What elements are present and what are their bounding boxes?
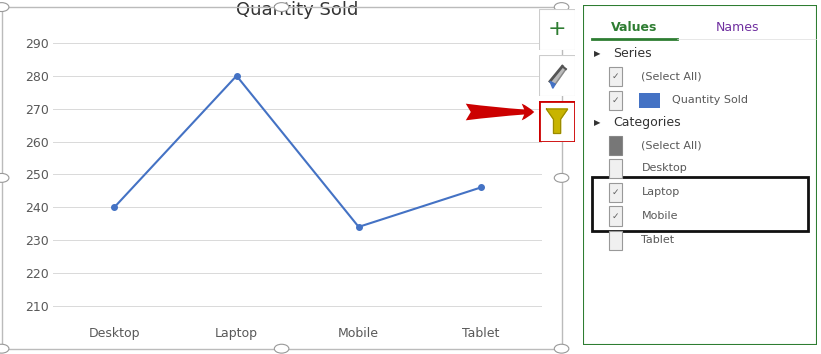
Bar [609,159,622,178]
Bar [609,183,622,202]
Text: ✓: ✓ [612,96,619,105]
Title: Quantity Sold: Quantity Sold [236,1,359,19]
Bar [609,231,622,250]
Text: ✓: ✓ [612,188,619,197]
Bar [609,136,622,155]
Bar [592,177,808,231]
Circle shape [0,173,9,182]
Bar [639,93,660,108]
Text: ▶: ▶ [594,118,600,127]
Circle shape [554,173,569,182]
Circle shape [0,344,9,353]
Bar [609,91,622,110]
Text: (Select All): (Select All) [641,140,702,150]
Text: Quantity Sold: Quantity Sold [672,96,748,105]
Circle shape [554,344,569,353]
Text: ✓: ✓ [612,211,619,221]
Bar [609,67,622,86]
Text: Names: Names [716,21,759,34]
Polygon shape [550,66,566,84]
Text: Desktop: Desktop [641,164,687,173]
Text: ▶: ▶ [594,49,600,58]
Text: Laptop: Laptop [641,187,680,197]
Text: Values: Values [611,21,658,34]
Text: +: + [548,19,566,39]
Text: Tablet: Tablet [641,235,675,245]
Text: ✓: ✓ [612,72,619,81]
Circle shape [554,2,569,12]
Circle shape [274,344,289,353]
Text: (Select All): (Select All) [641,72,702,82]
Text: Mobile: Mobile [641,211,678,221]
Circle shape [274,2,289,12]
Circle shape [0,2,9,12]
Text: Categories: Categories [613,116,681,129]
Bar [609,206,622,225]
Text: Series: Series [613,47,652,60]
Polygon shape [550,81,555,88]
Polygon shape [547,109,567,133]
